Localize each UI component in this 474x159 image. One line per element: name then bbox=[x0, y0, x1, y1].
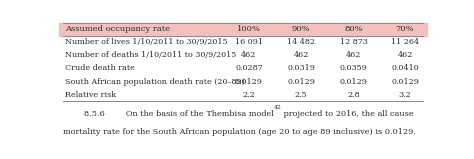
Text: 2.5: 2.5 bbox=[295, 91, 308, 99]
Text: 462: 462 bbox=[397, 51, 413, 59]
Text: 8.5.6        On the basis of the Thembisa model: 8.5.6 On the basis of the Thembisa model bbox=[63, 110, 273, 118]
Text: 11 264: 11 264 bbox=[391, 38, 419, 46]
Text: 80%: 80% bbox=[344, 25, 363, 33]
Text: 462: 462 bbox=[293, 51, 309, 59]
Text: 2.8: 2.8 bbox=[347, 91, 360, 99]
Text: Number of lives 1/10/2011 to 30/9/2015: Number of lives 1/10/2011 to 30/9/2015 bbox=[65, 38, 227, 46]
Text: 70%: 70% bbox=[396, 25, 414, 33]
Text: 100%: 100% bbox=[237, 25, 261, 33]
Text: 0.0287: 0.0287 bbox=[235, 64, 263, 73]
Text: 0.0359: 0.0359 bbox=[340, 64, 367, 73]
Text: projected to 2016, the all cause: projected to 2016, the all cause bbox=[282, 110, 414, 118]
Text: 462: 462 bbox=[346, 51, 361, 59]
Text: 2.2: 2.2 bbox=[243, 91, 255, 99]
Text: Number of deaths 1/10/2011 to 30/9/2015: Number of deaths 1/10/2011 to 30/9/2015 bbox=[65, 51, 236, 59]
Text: 0.0129: 0.0129 bbox=[391, 78, 419, 86]
Text: mortality rate for the South African population (age 20 to age 89 inclusive) is : mortality rate for the South African pop… bbox=[63, 128, 416, 136]
Text: Crude death rate: Crude death rate bbox=[65, 64, 135, 73]
Text: Assumed occupancy rate: Assumed occupancy rate bbox=[65, 25, 170, 33]
Text: 0.0129: 0.0129 bbox=[340, 78, 367, 86]
Text: 14 482: 14 482 bbox=[287, 38, 315, 46]
Text: 3.2: 3.2 bbox=[399, 91, 411, 99]
Text: 0.0319: 0.0319 bbox=[287, 64, 315, 73]
Text: 12 873: 12 873 bbox=[340, 38, 367, 46]
Text: 0.0410: 0.0410 bbox=[391, 64, 419, 73]
Text: 462: 462 bbox=[241, 51, 256, 59]
Text: 90%: 90% bbox=[292, 25, 310, 33]
Text: 42: 42 bbox=[273, 105, 282, 110]
Text: 0.0129: 0.0129 bbox=[235, 78, 263, 86]
Text: Relative risk: Relative risk bbox=[65, 91, 116, 99]
Text: 0.0129: 0.0129 bbox=[287, 78, 315, 86]
Text: South African population death rate (20–89): South African population death rate (20–… bbox=[65, 78, 245, 86]
Text: 16 091: 16 091 bbox=[235, 38, 263, 46]
Bar bbox=[59, 23, 427, 36]
